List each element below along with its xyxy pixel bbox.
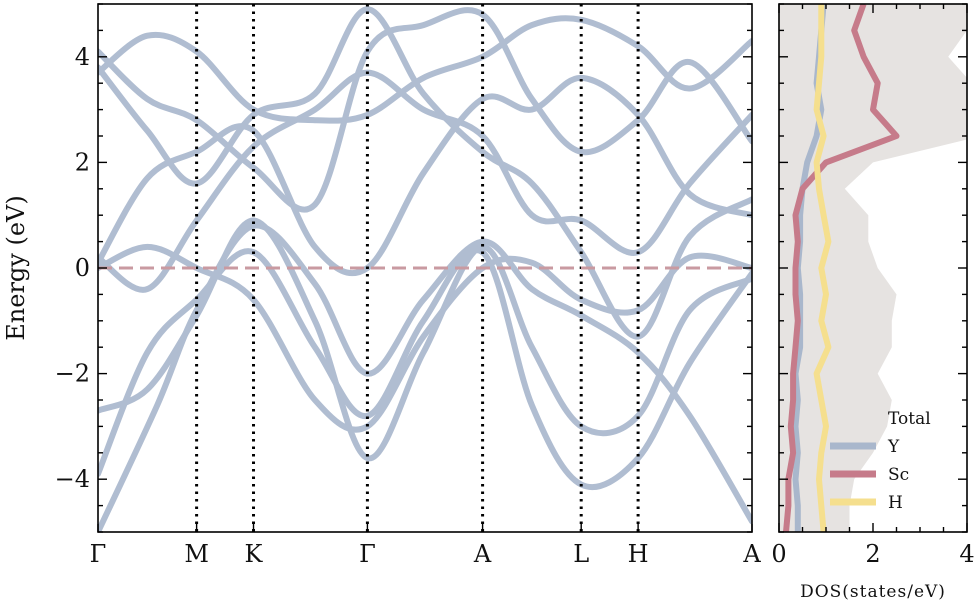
band-line-4 — [98, 243, 752, 433]
band-line-9 — [98, 7, 752, 213]
legend-label-y: Y — [887, 437, 900, 457]
band-y-ticks: −4 −2 0 2 4 — [55, 3, 752, 533]
kpoint-label-3: Γ — [359, 540, 376, 568]
kpoint-label-7: A — [742, 540, 761, 568]
band-line-8 — [98, 15, 752, 124]
band-lines — [98, 6, 752, 532]
legend: Total Y Sc H — [830, 409, 931, 513]
y-tick-label: 4 — [75, 43, 90, 71]
kpoint-label-5: L — [573, 540, 589, 568]
dos-h-line — [813, 4, 832, 532]
kpoint-label-1: M — [184, 540, 209, 568]
kpoint-label-6: H — [628, 540, 649, 568]
legend-label-total: Total — [888, 409, 931, 429]
dos-x-axis-label: DOS(states/eV) — [800, 582, 946, 602]
band-line-2 — [98, 217, 752, 462]
y-tick-label: −4 — [55, 465, 90, 493]
kpoint-label-2: K — [245, 540, 264, 568]
band-line-6 — [98, 69, 752, 293]
band-line-7 — [98, 6, 752, 340]
dos-sc-line — [783, 4, 900, 532]
y-tick-label: −2 — [55, 360, 90, 388]
dos-curves — [779, 4, 967, 532]
kpoint-label-0: Γ — [90, 540, 107, 568]
band-line-5 — [98, 74, 752, 277]
band-line-3 — [98, 247, 752, 491]
legend-label-h: H — [888, 493, 903, 513]
dos-ticks: 0 2 4 — [771, 3, 975, 568]
y-tick-label: 0 — [75, 254, 90, 282]
kpoint-label-4: A — [473, 540, 492, 568]
dos-x-tick-label: 2 — [865, 540, 880, 568]
y-tick-label: 2 — [75, 148, 90, 176]
dos-x-tick-label: 4 — [959, 540, 974, 568]
legend-label-sc: Sc — [888, 465, 909, 485]
dos-x-tick-label: 0 — [771, 540, 786, 568]
y-axis-label: Energy (eV) — [2, 195, 30, 340]
legend-swatch-total — [830, 409, 876, 425]
